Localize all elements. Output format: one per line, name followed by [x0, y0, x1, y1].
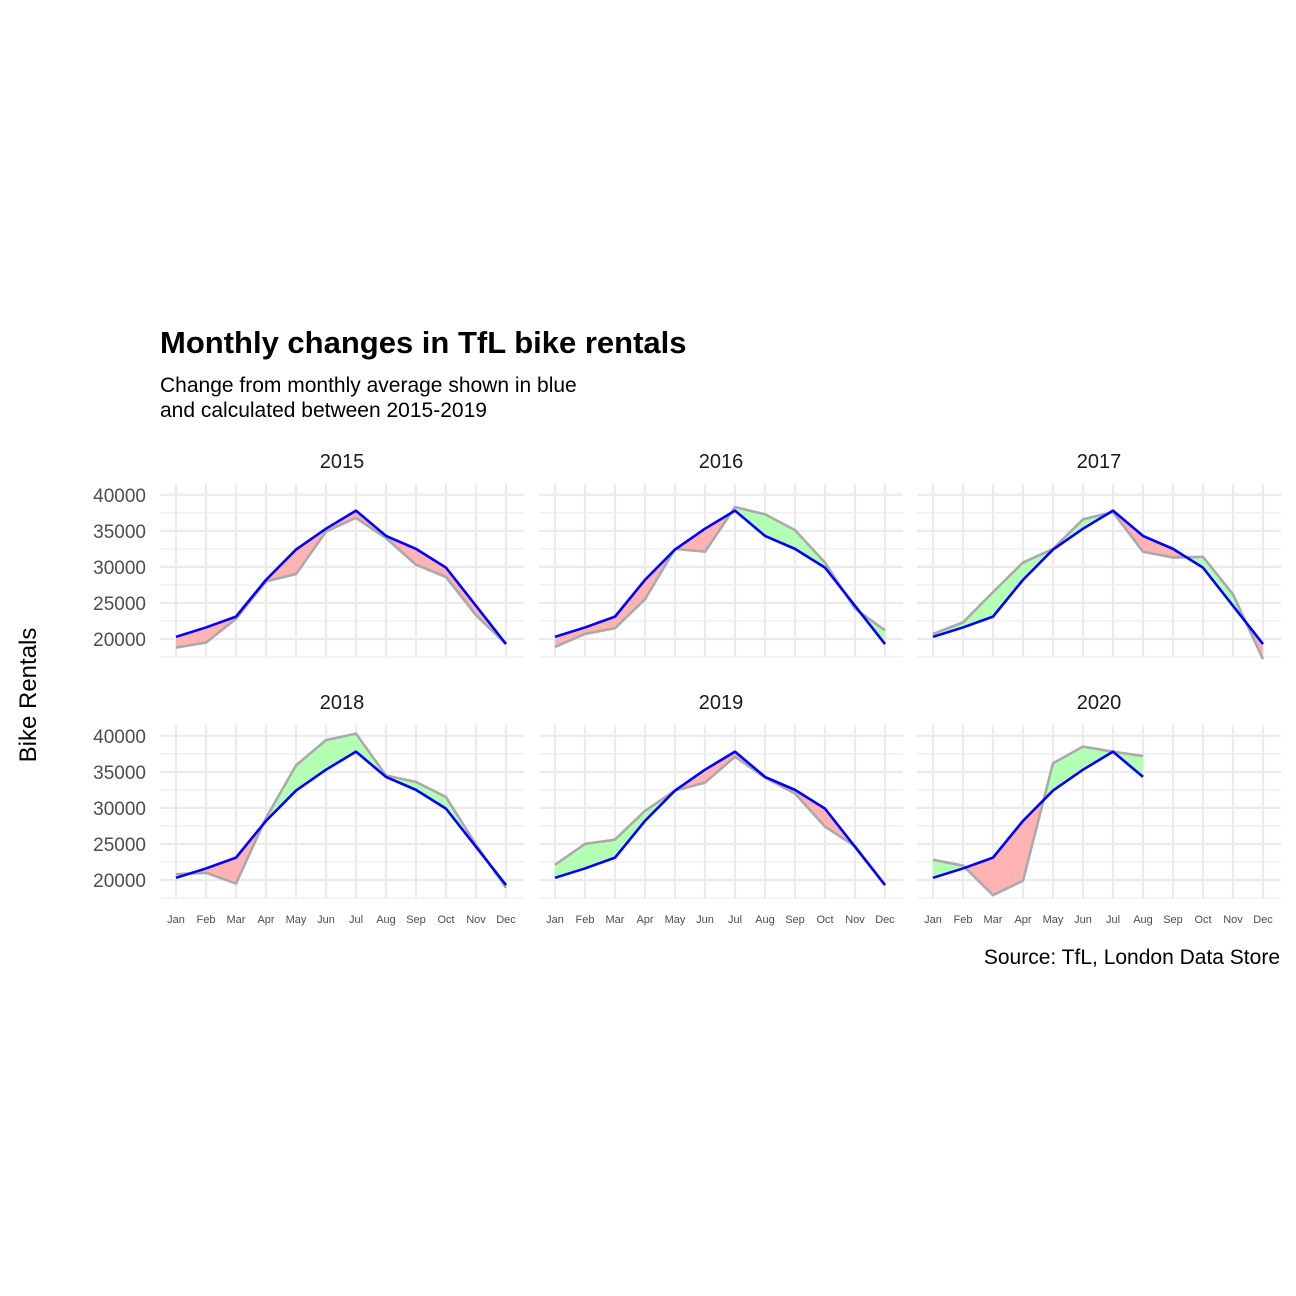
y-tick-label: 30000	[93, 558, 146, 579]
y-tick-label: 20000	[93, 630, 146, 651]
series-line-actual-2018	[175, 732, 508, 889]
x-tick-label: Feb	[954, 914, 973, 926]
facet-strip-label: 2016	[699, 451, 744, 473]
series-line-actual-2016	[554, 505, 886, 649]
facet-strip-label: 2020	[1077, 692, 1122, 714]
x-tick-label: Jul	[1106, 914, 1120, 926]
difference-ribbon	[765, 514, 795, 549]
facet-strip-label: 2018	[320, 692, 365, 714]
x-tick-label: May	[1043, 914, 1064, 926]
difference-ribbon	[1053, 746, 1083, 791]
difference-ribbon	[1203, 556, 1233, 606]
x-tick-label: Jun	[696, 914, 714, 926]
series-line-average-2017	[932, 509, 1265, 645]
x-tick-label: Jul	[728, 914, 742, 926]
difference-ribbon	[993, 562, 1023, 617]
facet-strip-label: 2019	[699, 692, 744, 714]
x-tick-label: Oct	[1194, 914, 1211, 926]
facet-panel-2018: 2018 20000 25000 30000 35000 40000 Jan Feb Mar Ap…	[93, 692, 524, 926]
facet-panel-2019: 2019 Jan Feb Mar Apr May Jun Jul Aug Sep Oct Nov Dec	[539, 692, 903, 926]
difference-ribbon	[993, 820, 1023, 896]
facet-panel-2016: 2016	[539, 451, 903, 658]
chart-subtitle-line-2: and calculated between 2015-2019	[160, 399, 487, 422]
difference-ribbon	[965, 857, 993, 896]
y-tick-label: 40000	[93, 727, 146, 748]
y-tick-label: 25000	[93, 594, 146, 615]
chart-caption: Source: TfL, London Data Store	[984, 946, 1280, 969]
difference-ribbon	[555, 627, 585, 647]
x-tick-label: Jun	[317, 914, 335, 926]
x-tick-label: Apr	[257, 914, 274, 926]
x-tick-label: Sep	[406, 914, 426, 926]
x-tick-label: Apr	[1014, 914, 1031, 926]
y-tick-label: 40000	[93, 486, 146, 507]
series-line-average-2016	[554, 509, 887, 645]
facet-panel-2017: 2017	[917, 451, 1281, 660]
chart-title: Monthly changes in TfL bike rentals	[160, 325, 687, 360]
x-tick-label: Nov	[1223, 914, 1243, 926]
x-tick-label: Mar	[984, 914, 1003, 926]
series-line-actual-2015	[175, 516, 507, 649]
difference-ribbon	[296, 740, 326, 791]
difference-ribbon	[206, 857, 236, 884]
x-tick-label: Nov	[466, 914, 486, 926]
difference-ribbon	[615, 810, 645, 858]
facet-panels: 2015 20000 25000 30000 35000 40000 2016 2017 201…	[93, 451, 1281, 926]
y-axis-label: Bike Rentals	[15, 628, 42, 763]
x-tick-label: Jan	[167, 914, 185, 926]
series-line-average-2020	[932, 750, 1144, 880]
x-tick-label: Aug	[1133, 914, 1153, 926]
x-tick-label: Sep	[1163, 914, 1183, 926]
x-tick-label: Dec	[1253, 914, 1273, 926]
x-tick-label: Aug	[755, 914, 775, 926]
x-tick-label: Oct	[437, 914, 454, 926]
difference-ribbon	[326, 733, 356, 770]
x-tick-label: Oct	[816, 914, 833, 926]
x-tick-label: Feb	[576, 914, 595, 926]
y-tick-label: 35000	[93, 763, 146, 784]
x-tick-label: Sep	[785, 914, 805, 926]
difference-ribbon	[416, 548, 446, 577]
x-tick-label: Jan	[924, 914, 942, 926]
y-tick-label: 20000	[93, 871, 146, 892]
y-tick-label: 30000	[93, 799, 146, 820]
y-tick-label: 25000	[93, 835, 146, 856]
series-line-average-2019	[554, 750, 887, 886]
difference-ribbon	[416, 781, 446, 809]
y-tick-label: 35000	[93, 522, 146, 543]
x-tick-label: Jun	[1074, 914, 1092, 926]
series-line-actual-2020	[932, 745, 1144, 897]
x-tick-label: May	[286, 914, 307, 926]
x-tick-label: Aug	[376, 914, 396, 926]
x-tick-label: Dec	[875, 914, 895, 926]
facet-panel-2020: 2020 Jan Feb Mar Apr May Jun Jul Aug Sep Oct Nov Dec	[917, 692, 1281, 926]
x-tick-label: Mar	[227, 914, 246, 926]
series-line-actual-2019	[554, 755, 887, 886]
chart-subtitle-line-1: Change from monthly average shown in blu…	[160, 374, 577, 397]
x-tick-label: Jan	[546, 914, 564, 926]
series-line-actual-2017	[932, 510, 1265, 660]
difference-ribbon	[585, 839, 615, 869]
x-tick-label: Feb	[197, 914, 216, 926]
facet-strip-label: 2017	[1077, 451, 1122, 473]
x-tick-label: Dec	[496, 914, 516, 926]
difference-ribbon	[615, 579, 645, 629]
x-tick-label: May	[665, 914, 686, 926]
series-line-average-2015	[175, 509, 508, 645]
x-tick-label: Nov	[845, 914, 865, 926]
series-line-average-2018	[175, 750, 508, 886]
difference-ribbon	[446, 567, 476, 616]
x-tick-label: Apr	[636, 914, 653, 926]
x-tick-label: Jul	[349, 914, 363, 926]
difference-ribbon	[555, 843, 585, 878]
facet-panel-2015: 2015 20000 25000 30000 35000 40000	[93, 451, 524, 658]
x-tick-label: Mar	[606, 914, 625, 926]
facet-strip-label: 2015	[320, 451, 365, 473]
